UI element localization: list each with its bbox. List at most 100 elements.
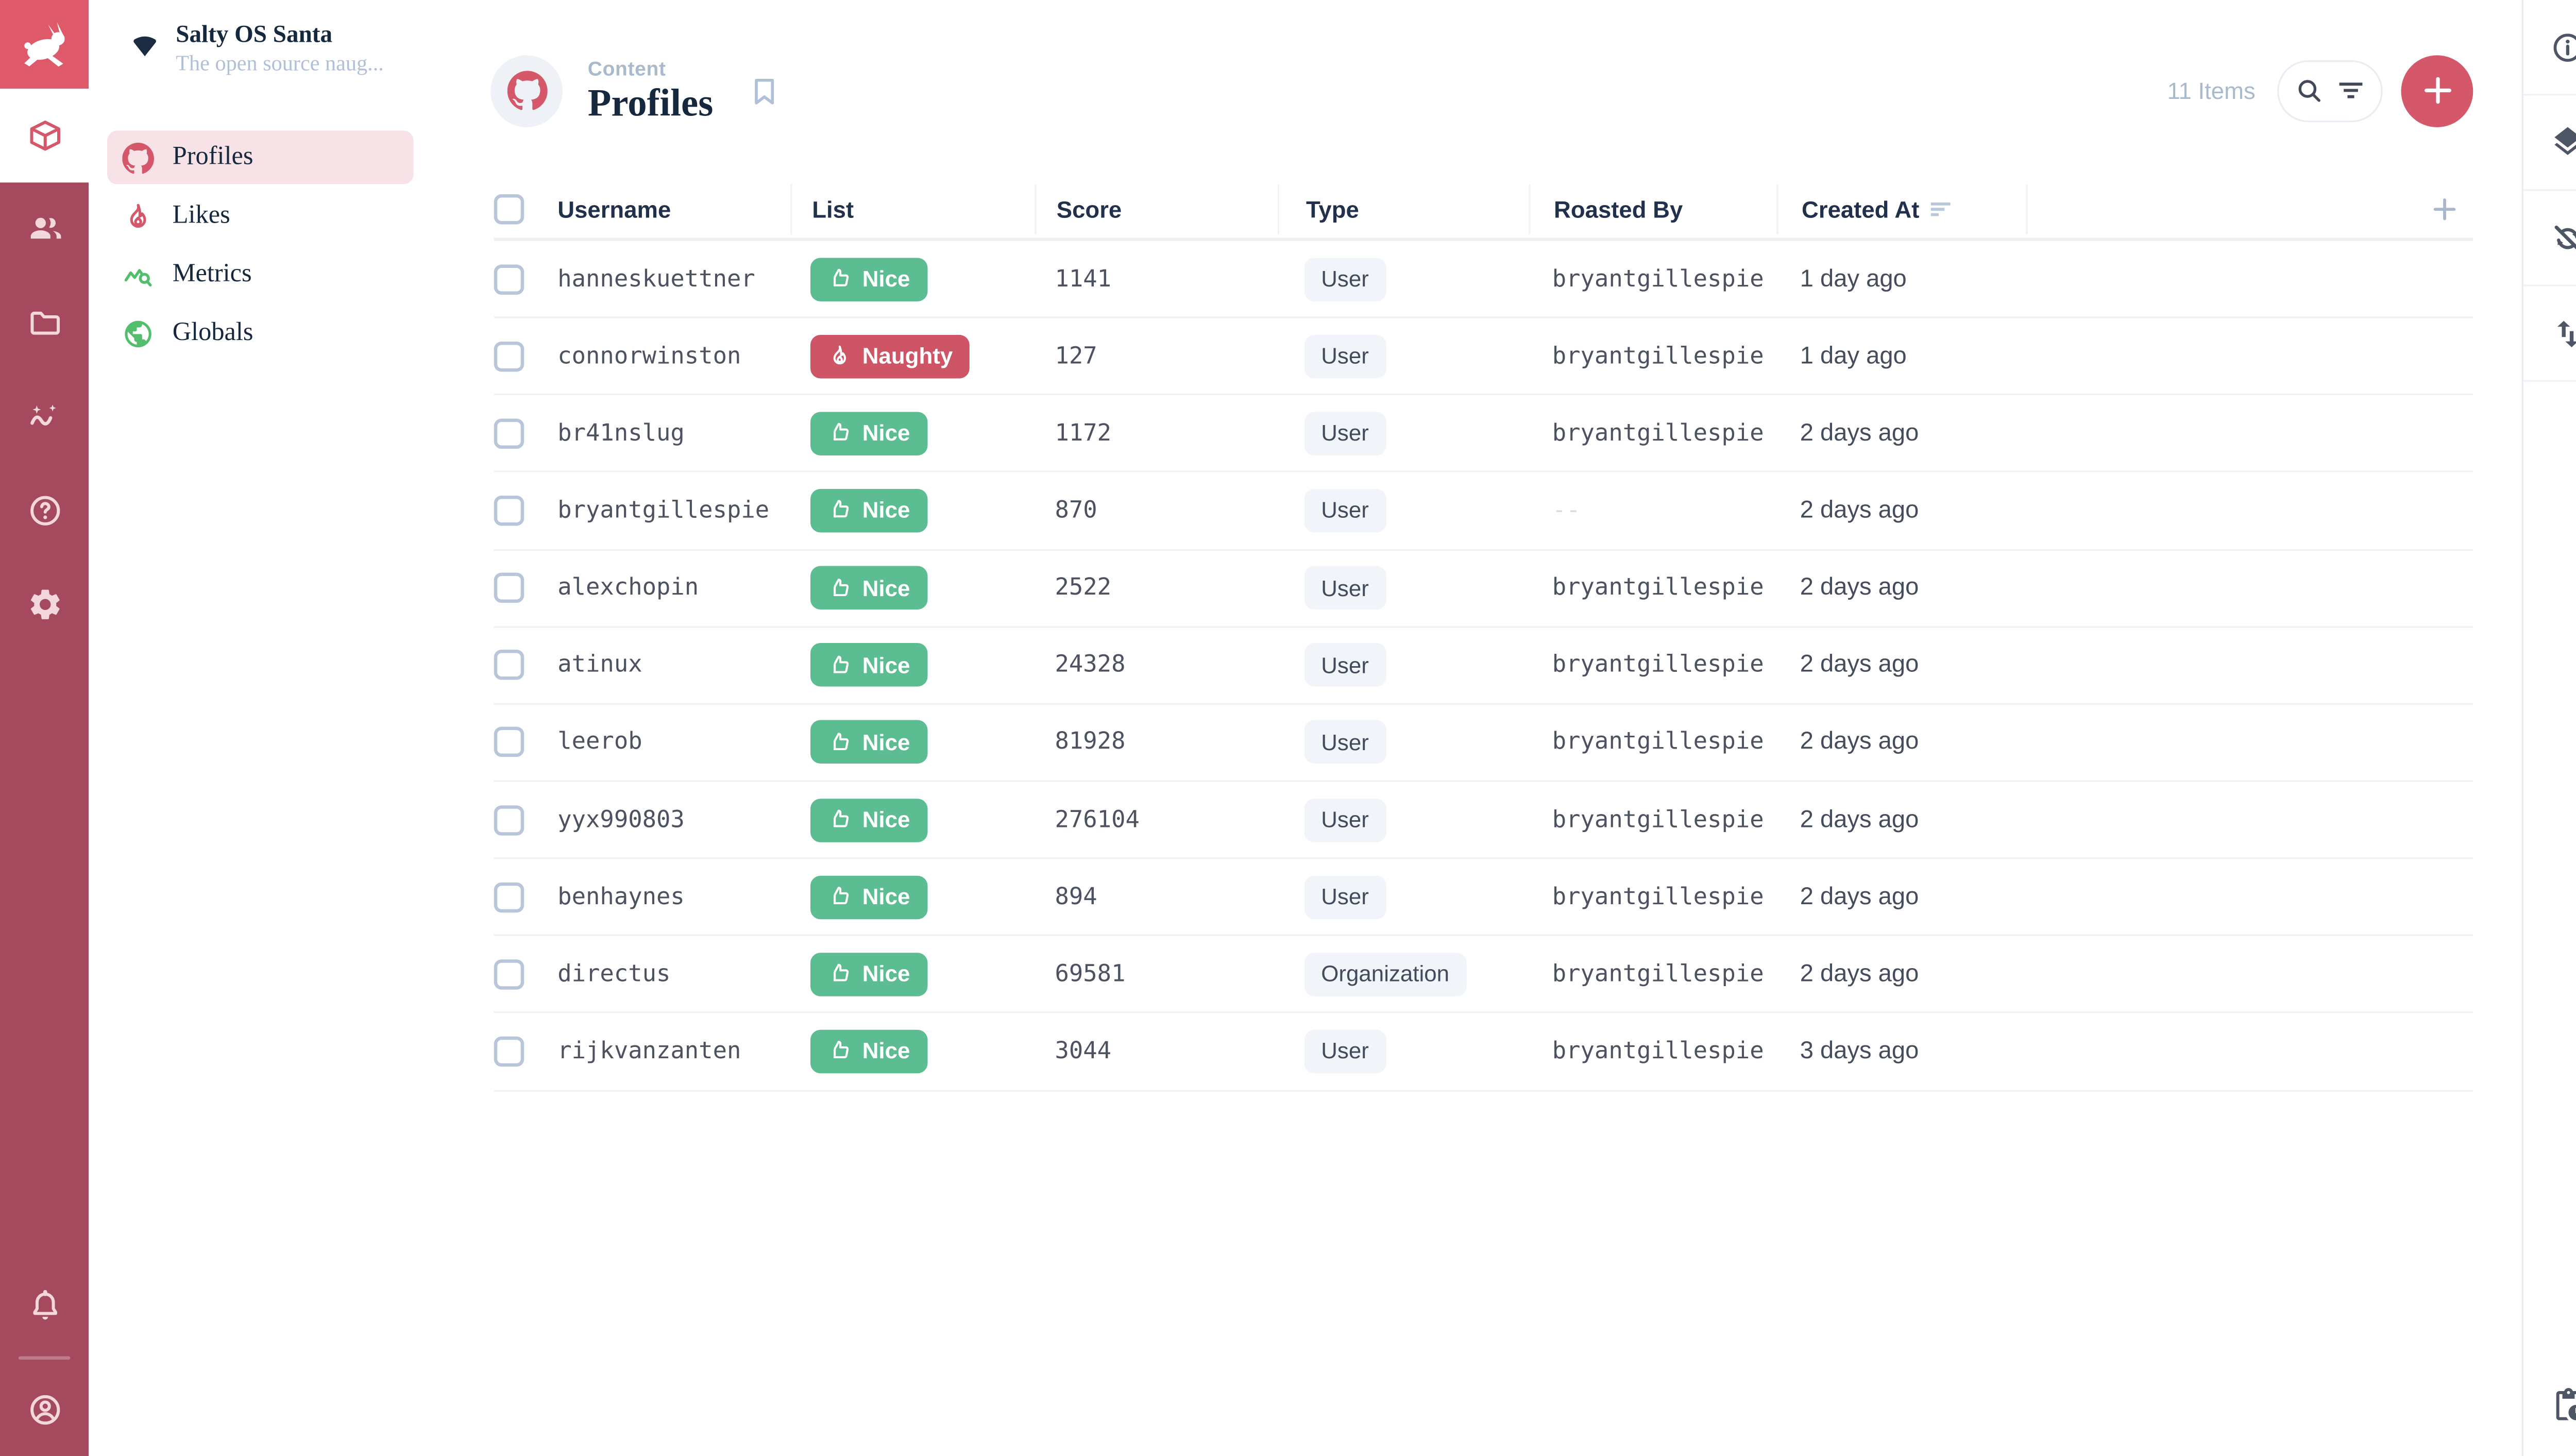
row-checkbox[interactable] (494, 727, 524, 758)
table-row[interactable]: br41nslug Nice 1172 User bryantgillespie… (494, 396, 2473, 473)
row-checkbox[interactable] (494, 804, 524, 835)
import-export-button[interactable] (2523, 286, 2576, 382)
list-badge: Nice (810, 720, 927, 765)
column-header-username[interactable]: Username (557, 196, 671, 223)
row-checkbox[interactable] (494, 1036, 524, 1067)
row-checkbox[interactable] (494, 495, 524, 526)
list-cell: Nice (790, 798, 1035, 842)
sync-disabled-button[interactable] (2523, 191, 2576, 286)
workspace-description: The open source naug... (176, 50, 384, 76)
module-content[interactable] (0, 89, 89, 183)
column-header-type[interactable]: Type (1277, 184, 1529, 234)
roasted-by-cell: bryantgillespie (1552, 883, 1764, 910)
plus-icon (2419, 72, 2456, 109)
thumb-up-icon (827, 807, 853, 833)
notifications-button[interactable] (0, 1258, 89, 1352)
layout-options-button[interactable] (2523, 95, 2576, 191)
created-at-cell: 2 days ago (1800, 574, 1919, 602)
row-checkbox[interactable] (494, 959, 524, 990)
add-item-button[interactable] (2401, 54, 2473, 127)
table-row[interactable]: alexchopin Nice 2522 User bryantgillespi… (494, 550, 2473, 628)
nav-item-label: Profiles (172, 142, 253, 171)
row-select-cell (494, 418, 545, 449)
table-row[interactable]: hanneskuettner Nice 1141 User bryantgill… (494, 241, 2473, 318)
list-badge: Nice (810, 1029, 927, 1074)
breadcrumb[interactable]: Content (587, 57, 666, 80)
table-row[interactable]: directus Nice 69581 Organization bryantg… (494, 937, 2473, 1014)
column-header-list[interactable]: List (790, 184, 1035, 234)
type-cell: User (1278, 411, 1529, 455)
thumb-up-icon (827, 730, 853, 755)
list-badge: Nice (810, 875, 927, 919)
column-header-score[interactable]: Score (1035, 184, 1278, 234)
bookmark-icon (747, 73, 782, 108)
row-checkbox[interactable] (494, 341, 524, 371)
roasted-by-cell: bryantgillespie (1552, 806, 1764, 834)
username-cell: alexchopin (557, 574, 699, 602)
score-cell: 81928 (1055, 729, 1126, 756)
username-cell: atinux (557, 652, 642, 679)
module-help[interactable] (0, 464, 89, 557)
column-header-created-at[interactable]: Created At (1776, 184, 2026, 234)
row-checkbox[interactable] (494, 882, 524, 912)
type-cell: User (1278, 798, 1529, 842)
module-settings[interactable] (0, 557, 89, 651)
column-header-roasted-by[interactable]: Roasted By (1529, 184, 1776, 234)
box-icon (26, 117, 63, 155)
type-cell: User (1278, 488, 1529, 533)
info-button[interactable] (2523, 0, 2576, 96)
app-logo[interactable] (0, 0, 89, 89)
created-at-cell: 2 days ago (1800, 420, 1919, 447)
sort-icon[interactable] (1929, 198, 1953, 222)
thumb-up-icon (827, 575, 853, 601)
table-row[interactable]: yyx990803 Nice 276104 User bryantgillesp… (494, 782, 2473, 859)
pending-actions-icon (2549, 1385, 2576, 1423)
bookmark-button[interactable] (747, 73, 782, 108)
row-checkbox[interactable] (494, 264, 524, 294)
layers-icon (2550, 125, 2576, 160)
nav-item-globals[interactable]: Globals (107, 307, 414, 360)
list-cell: Nice (790, 411, 1035, 455)
type-badge: User (1304, 488, 1386, 533)
type-badge: User (1304, 566, 1386, 610)
user-account-button[interactable] (0, 1362, 89, 1456)
activity-button[interactable] (2523, 1352, 2576, 1456)
nav-item-likes[interactable]: Likes (107, 189, 414, 243)
help-icon (26, 493, 63, 530)
diamond-icon (129, 28, 161, 60)
search-icon[interactable] (2294, 75, 2325, 106)
created-at-cell: 1 day ago (1800, 265, 1907, 293)
row-checkbox[interactable] (494, 650, 524, 681)
globe-icon (122, 317, 154, 349)
type-badge: User (1304, 334, 1386, 378)
type-cell: User (1278, 643, 1529, 687)
select-all-checkbox[interactable] (494, 194, 524, 225)
list-badge-label: Nice (862, 961, 910, 987)
search-filter-pill (2277, 59, 2383, 122)
add-column-button[interactable] (2430, 194, 2460, 225)
score-cell: 1141 (1055, 265, 1112, 293)
row-checkbox[interactable] (494, 418, 524, 449)
row-checkbox[interactable] (494, 572, 524, 603)
table-row[interactable]: atinux Nice 24328 User bryantgillespie 2… (494, 628, 2473, 705)
thumb-up-icon (827, 266, 853, 292)
module-user-directory[interactable] (0, 182, 89, 276)
table-row[interactable]: rijkvanzanten Nice 3044 User bryantgille… (494, 1014, 2473, 1091)
query-stats-icon (122, 259, 154, 291)
table-row[interactable]: leerob Nice 81928 User bryantgillespie 2… (494, 705, 2473, 782)
table-row[interactable]: bryantgillespie Nice 870 User -- 2 days … (494, 473, 2473, 550)
nav-item-metrics[interactable]: Metrics (107, 248, 414, 301)
github-icon (122, 142, 154, 174)
module-insights[interactable] (0, 370, 89, 464)
roasted-by-cell: -- (1552, 497, 1581, 524)
list-badge: Nice (810, 643, 927, 687)
list-badge: Nice (810, 488, 927, 533)
filter-icon[interactable] (2336, 75, 2366, 106)
thumb-up-icon (827, 962, 853, 987)
table-row[interactable]: benhaynes Nice 894 User bryantgillespie … (494, 859, 2473, 937)
username-cell: rijkvanzanten (557, 1038, 741, 1065)
nav-item-profiles[interactable]: Profiles (107, 130, 414, 184)
table-row[interactable]: connorwinston Naughty 127 User bryantgil… (494, 318, 2473, 396)
module-file-library[interactable] (0, 276, 89, 370)
